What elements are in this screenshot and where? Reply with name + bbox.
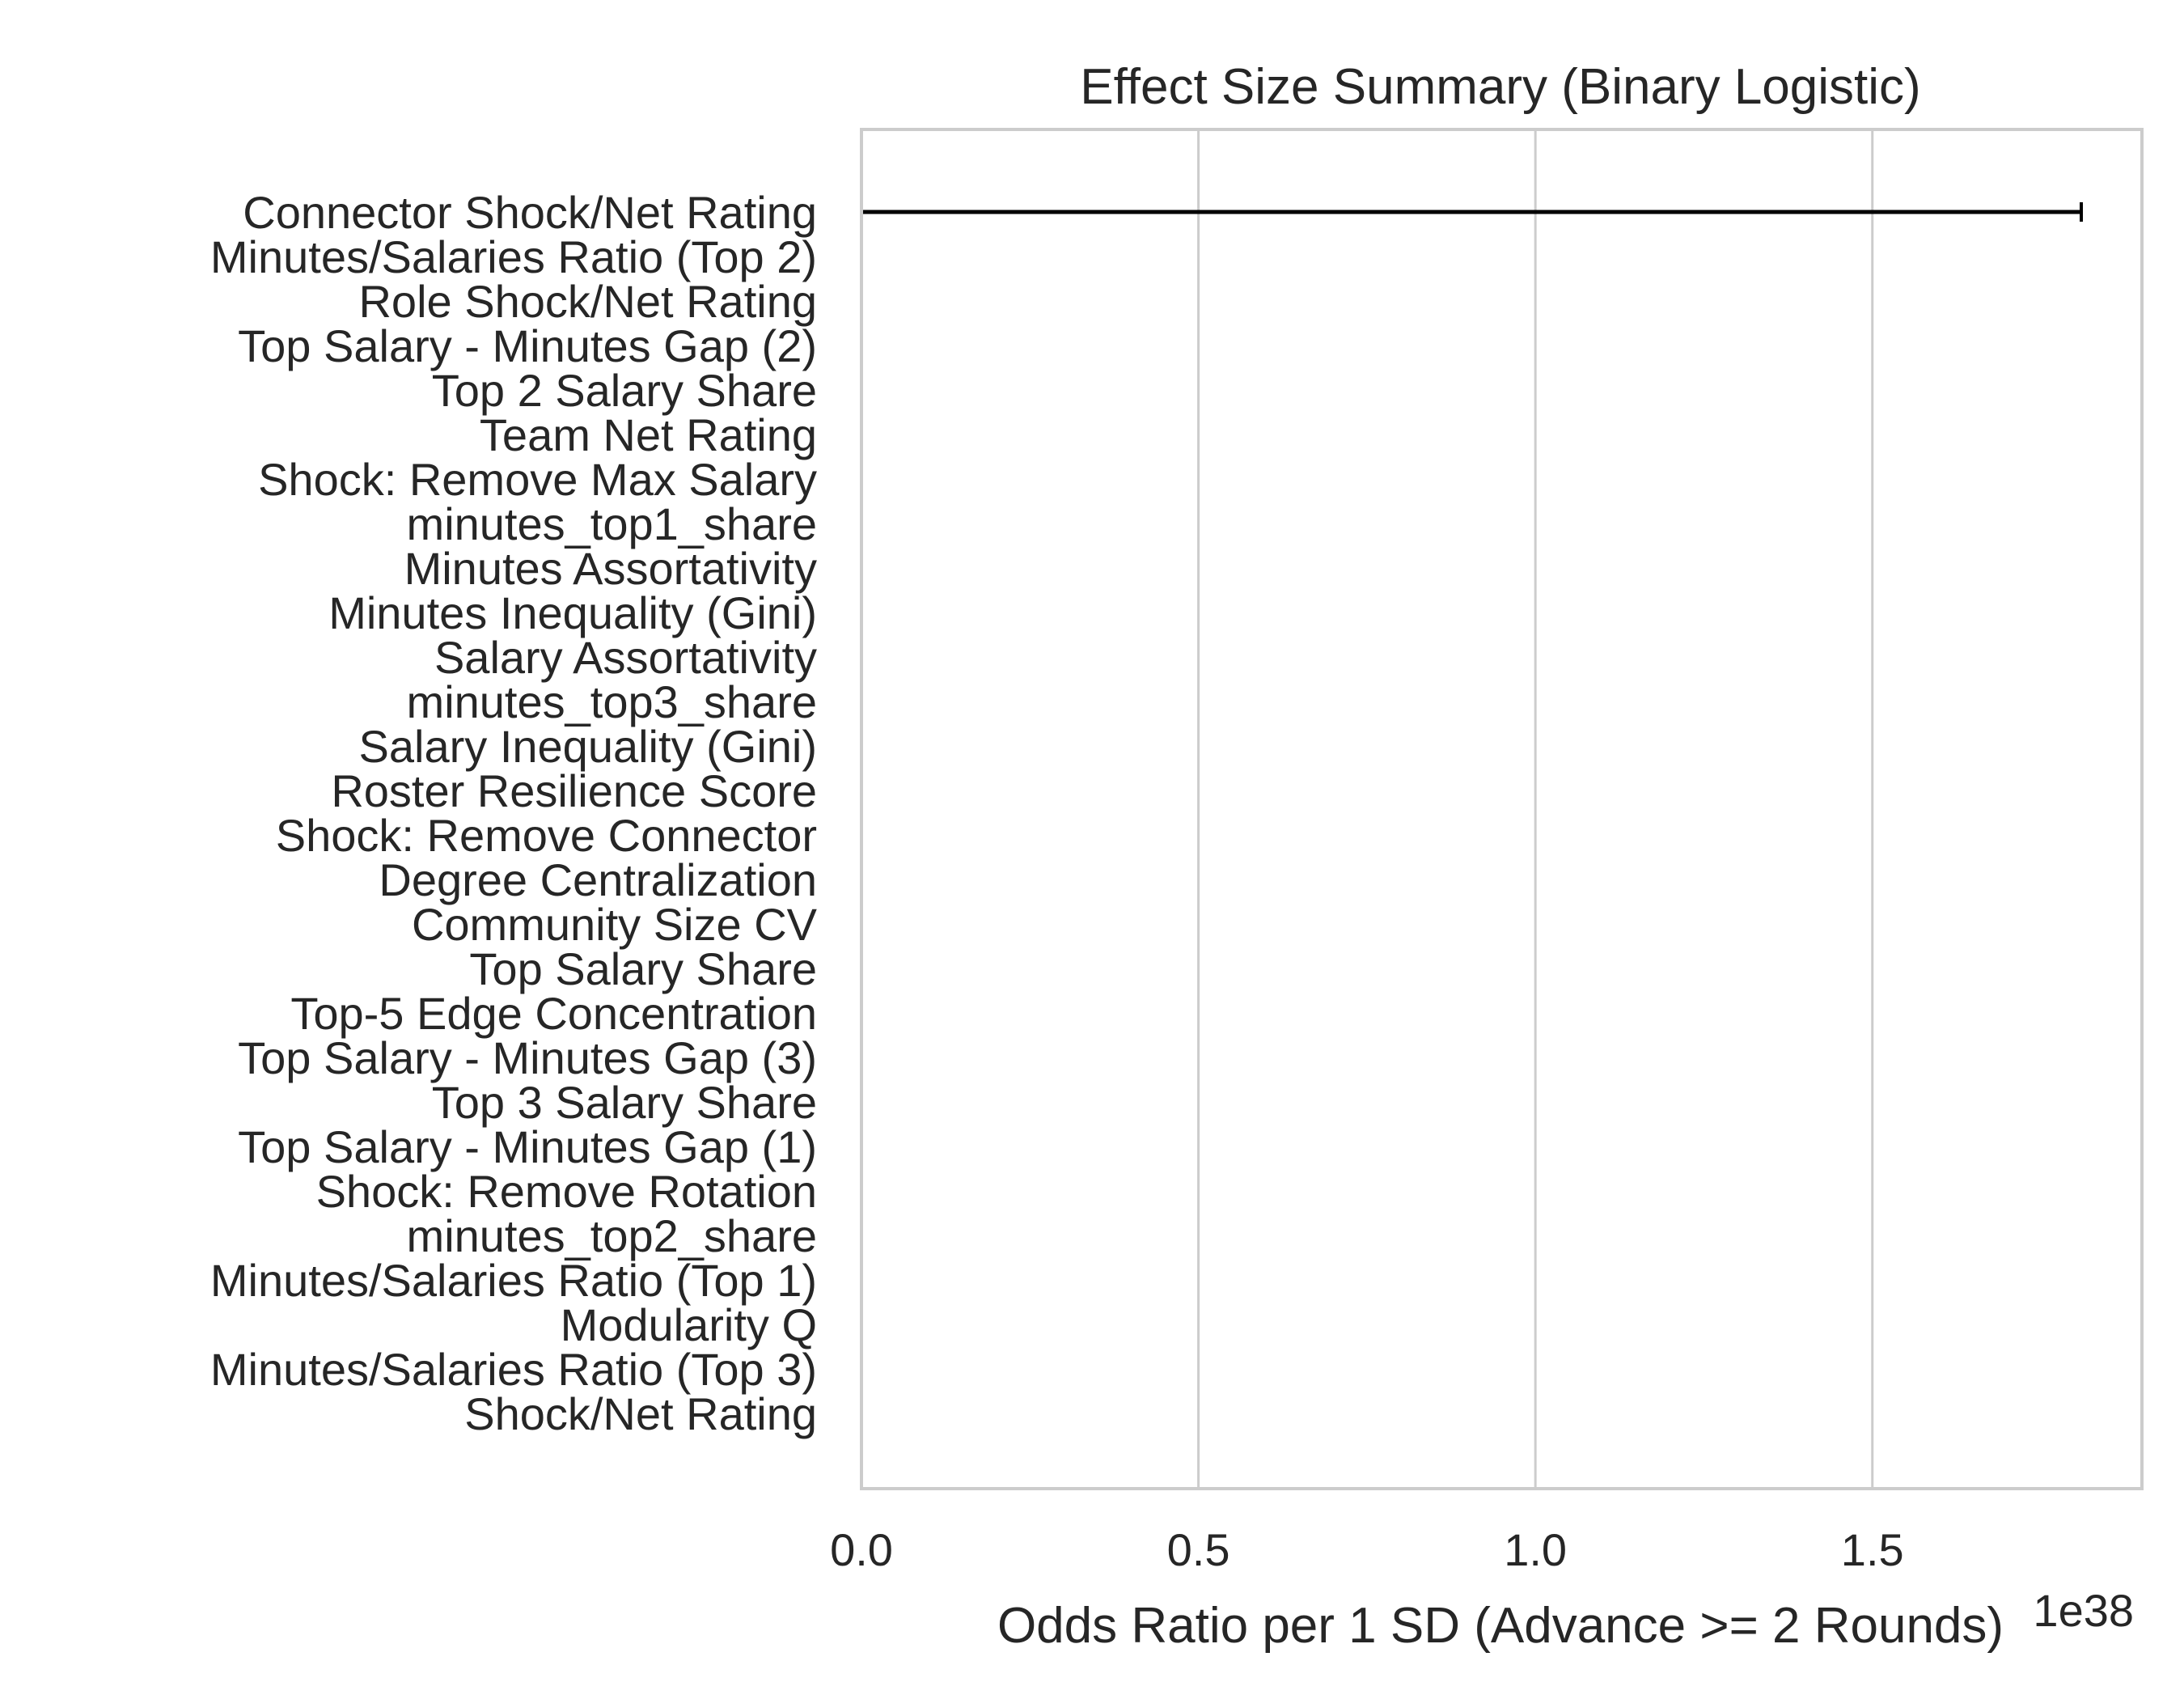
y-tick-label: Shock: Remove Max Salary	[258, 454, 817, 505]
chart-title: Effect Size Summary (Binary Logistic)	[1080, 59, 1920, 115]
y-tick-label: Shock: Remove Rotation	[316, 1166, 817, 1217]
y-tick-label: Top Salary - Minutes Gap (3)	[238, 1032, 817, 1083]
y-tick-label: Top 2 Salary Share	[432, 365, 817, 416]
y-tick-label: Top-5 Edge Concentration	[290, 988, 817, 1039]
y-tick-label: Community Size CV	[412, 899, 818, 950]
y-tick-label: Minutes/Salaries Ratio (Top 3)	[210, 1344, 817, 1395]
x-tick-label: 1.5	[1841, 1524, 1904, 1575]
y-tick-label: Salary Inequality (Gini)	[359, 721, 817, 772]
y-tick-label: Minutes/Salaries Ratio (Top 1)	[210, 1255, 817, 1306]
y-tick-label: Role Shock/Net Rating	[358, 276, 817, 327]
y-tick-label: Connector Shock/Net Rating	[243, 187, 817, 238]
y-tick-label: Shock: Remove Connector	[276, 810, 817, 861]
y-tick-label: Degree Centralization	[379, 854, 817, 905]
y-tick-label: Minutes Inequality (Gini)	[328, 587, 817, 638]
y-tick-label: minutes_top3_share	[407, 676, 817, 727]
x-axis-label: Odds Ratio per 1 SD (Advance >= 2 Rounds…	[997, 1598, 2004, 1654]
x-tick-label: 1.0	[1504, 1524, 1567, 1575]
x-tick-label: 0.0	[830, 1524, 893, 1575]
y-tick-label: Shock/Net Rating	[464, 1388, 817, 1439]
x-axis-offset-label: 1e38	[2033, 1585, 2134, 1636]
y-tick-label: Minutes Assortativity	[404, 543, 817, 594]
y-tick-label: Top Salary - Minutes Gap (2)	[238, 320, 817, 371]
y-tick-label: minutes_top1_share	[407, 498, 817, 549]
x-tick-labels: 0.0 0.5 1.0 1.5	[830, 1524, 1904, 1575]
y-tick-label: Top Salary Share	[469, 943, 817, 994]
y-tick-label: Team Net Rating	[480, 409, 817, 460]
y-tick-label: Salary Assortativity	[434, 632, 817, 683]
y-tick-label: minutes_top2_share	[407, 1210, 817, 1261]
y-tick-label: Top Salary - Minutes Gap (1)	[238, 1121, 817, 1172]
x-tick-label: 0.5	[1167, 1524, 1230, 1575]
y-tick-label: Top 3 Salary Share	[432, 1077, 817, 1128]
y-tick-label: Modularity Q	[561, 1299, 817, 1350]
y-tick-label: Minutes/Salaries Ratio (Top 2)	[210, 231, 817, 282]
y-tick-label: Roster Resilience Score	[331, 765, 817, 816]
plot-frame	[860, 128, 2144, 1490]
y-tick-labels: Connector Shock/Net RatingMinutes/Salari…	[210, 187, 818, 1439]
